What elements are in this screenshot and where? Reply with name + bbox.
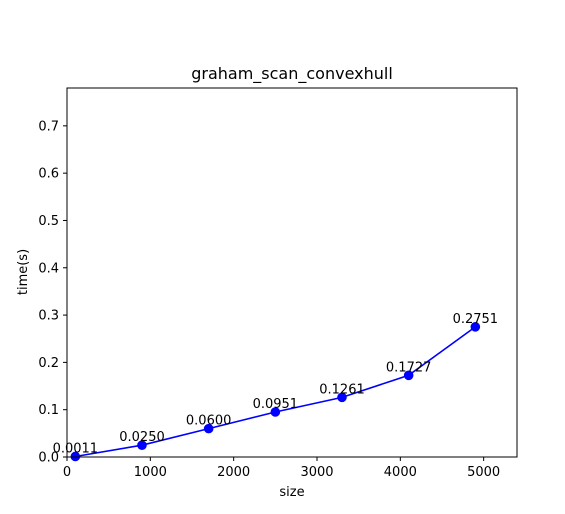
data-label: 0.0011 [53, 441, 99, 456]
y-tick-label: 0.3 [38, 309, 59, 324]
x-tick-label: 3000 [300, 465, 333, 480]
y-tick-label: 0.0 [38, 451, 59, 466]
y-tick-label: 0.4 [38, 261, 59, 276]
data-label: 0.0951 [253, 397, 299, 412]
data-label: 0.0600 [186, 414, 232, 429]
x-axis: 0 1000 2000 3000 4000 5000 [63, 457, 500, 480]
data-point [203, 423, 214, 434]
x-tick-label: 5000 [467, 465, 500, 480]
y-tick-label: 0.6 [38, 167, 59, 182]
series-group [70, 322, 481, 462]
data-labels-group: 0.0011 0.0250 0.0600 0.0951 0.1261 0.1727 0.27… [53, 312, 498, 457]
data-point [70, 451, 81, 462]
plot-frame [66, 87, 518, 458]
y-tick-label: 0.7 [38, 119, 59, 134]
x-axis-title: size [279, 485, 304, 500]
x-tick-label: 2000 [217, 465, 250, 480]
y-axis: 0.0 0.1 0.2 0.3 0.4 0.5 0.6 0.7 [38, 119, 67, 466]
y-axis-title: time(s) [16, 249, 31, 295]
data-point [337, 392, 347, 403]
data-point [137, 440, 147, 450]
x-tick-label: 4000 [384, 465, 417, 480]
plot-area [67, 88, 517, 457]
data-label: 0.1261 [319, 382, 365, 397]
data-point [270, 407, 281, 417]
chart-title: graham_scan_convexhull [191, 64, 393, 84]
x-tick-label: 0 [63, 465, 71, 480]
x-tick-label: 1000 [134, 465, 167, 480]
data-label: 0.1727 [386, 360, 432, 375]
y-tick-label: 0.5 [38, 214, 59, 229]
data-label: 0.0250 [119, 430, 165, 445]
data-point [470, 322, 481, 332]
y-tick-label: 0.2 [38, 356, 59, 371]
y-tick-label: 0.1 [38, 403, 59, 418]
data-label: 0.2751 [453, 312, 499, 327]
data-point [403, 370, 414, 381]
